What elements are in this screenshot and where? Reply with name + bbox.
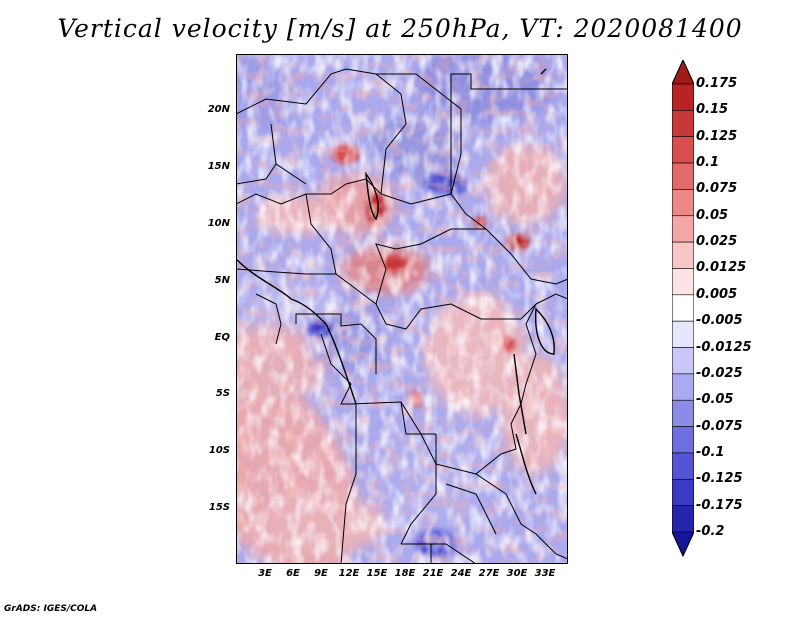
lat-label-5s: 5S (215, 388, 230, 399)
colorbar-box (672, 531, 694, 557)
colorbar-label: -0.175 (696, 497, 743, 513)
lon-label-27e: 27E (478, 568, 500, 579)
colorbar-box (672, 478, 694, 506)
colorbar-box (672, 83, 694, 111)
colorbar-box (672, 241, 694, 269)
colorbar-label: 0.005 (696, 286, 738, 302)
colorbar-box (672, 189, 694, 217)
colorbar-box (672, 452, 694, 480)
lat-label-10n: 10N (207, 218, 230, 229)
country-borders (236, 68, 568, 564)
colorbar-label: 0.075 (696, 181, 738, 197)
colorbar-box (672, 294, 694, 322)
lat-label-20n: 20N (207, 104, 230, 115)
grads-credit: GrADS: IGES/COLA (4, 604, 98, 614)
colorbar-box (672, 162, 694, 190)
lon-label-12e: 12E (338, 568, 360, 579)
lat-label-10s: 10S (208, 445, 230, 456)
lon-label-30e: 30E (506, 568, 528, 579)
colorbar-label: -0.0125 (696, 339, 752, 355)
lon-label-3e: 3E (258, 568, 272, 579)
colorbar-box (672, 268, 694, 296)
colorbar-label: 0.1 (696, 155, 720, 171)
colorbar-box (672, 110, 694, 138)
colorbar-label: 0.125 (696, 128, 738, 144)
lat-label-15n: 15N (207, 161, 230, 172)
map-title: Vertical velocity [m/s] at 250hPa, VT: 2… (57, 14, 743, 43)
coastlines-lakes (236, 68, 555, 495)
colorbar-box (672, 399, 694, 427)
colorbar-label: 0.0125 (696, 260, 747, 276)
colorbar-label: -0.005 (696, 313, 743, 329)
vertical-velocity-map (236, 54, 568, 564)
lon-label-18e: 18E (394, 568, 416, 579)
colorbar-label: -0.1 (696, 444, 725, 460)
colorbar-label: -0.2 (696, 524, 725, 539)
colorbar-box (672, 373, 694, 401)
lat-label-5n: 5N (214, 275, 230, 286)
colorbar-box (672, 320, 694, 348)
colorbar-box (672, 215, 694, 243)
colorbar-label: -0.125 (696, 471, 743, 487)
lon-label-33e: 33E (534, 568, 556, 579)
colorbar-label: -0.075 (696, 418, 743, 434)
lon-label-21e: 21E (422, 568, 444, 579)
lon-label-6e: 6E (286, 568, 300, 579)
colorbar-box (672, 347, 694, 375)
lon-label-15e: 15E (366, 568, 388, 579)
lon-label-9e: 9E (314, 568, 328, 579)
colorbar-label: 0.175 (696, 76, 738, 91)
colorbar-label: 0.15 (696, 102, 729, 118)
colorbar-box (672, 60, 694, 85)
colorbar-label: 0.05 (696, 207, 729, 223)
colorbar-label: 0.025 (696, 234, 738, 250)
lon-label-24e: 24E (450, 568, 472, 579)
colorbar-box (672, 136, 694, 164)
colorbar (672, 60, 694, 558)
lat-label-eq: EQ (214, 332, 230, 343)
colorbar-label: -0.025 (696, 365, 743, 381)
colorbar-label: -0.05 (696, 392, 734, 408)
lat-label-15s: 15S (208, 502, 230, 513)
colorbar-box (672, 426, 694, 454)
colorbar-box (672, 505, 694, 533)
